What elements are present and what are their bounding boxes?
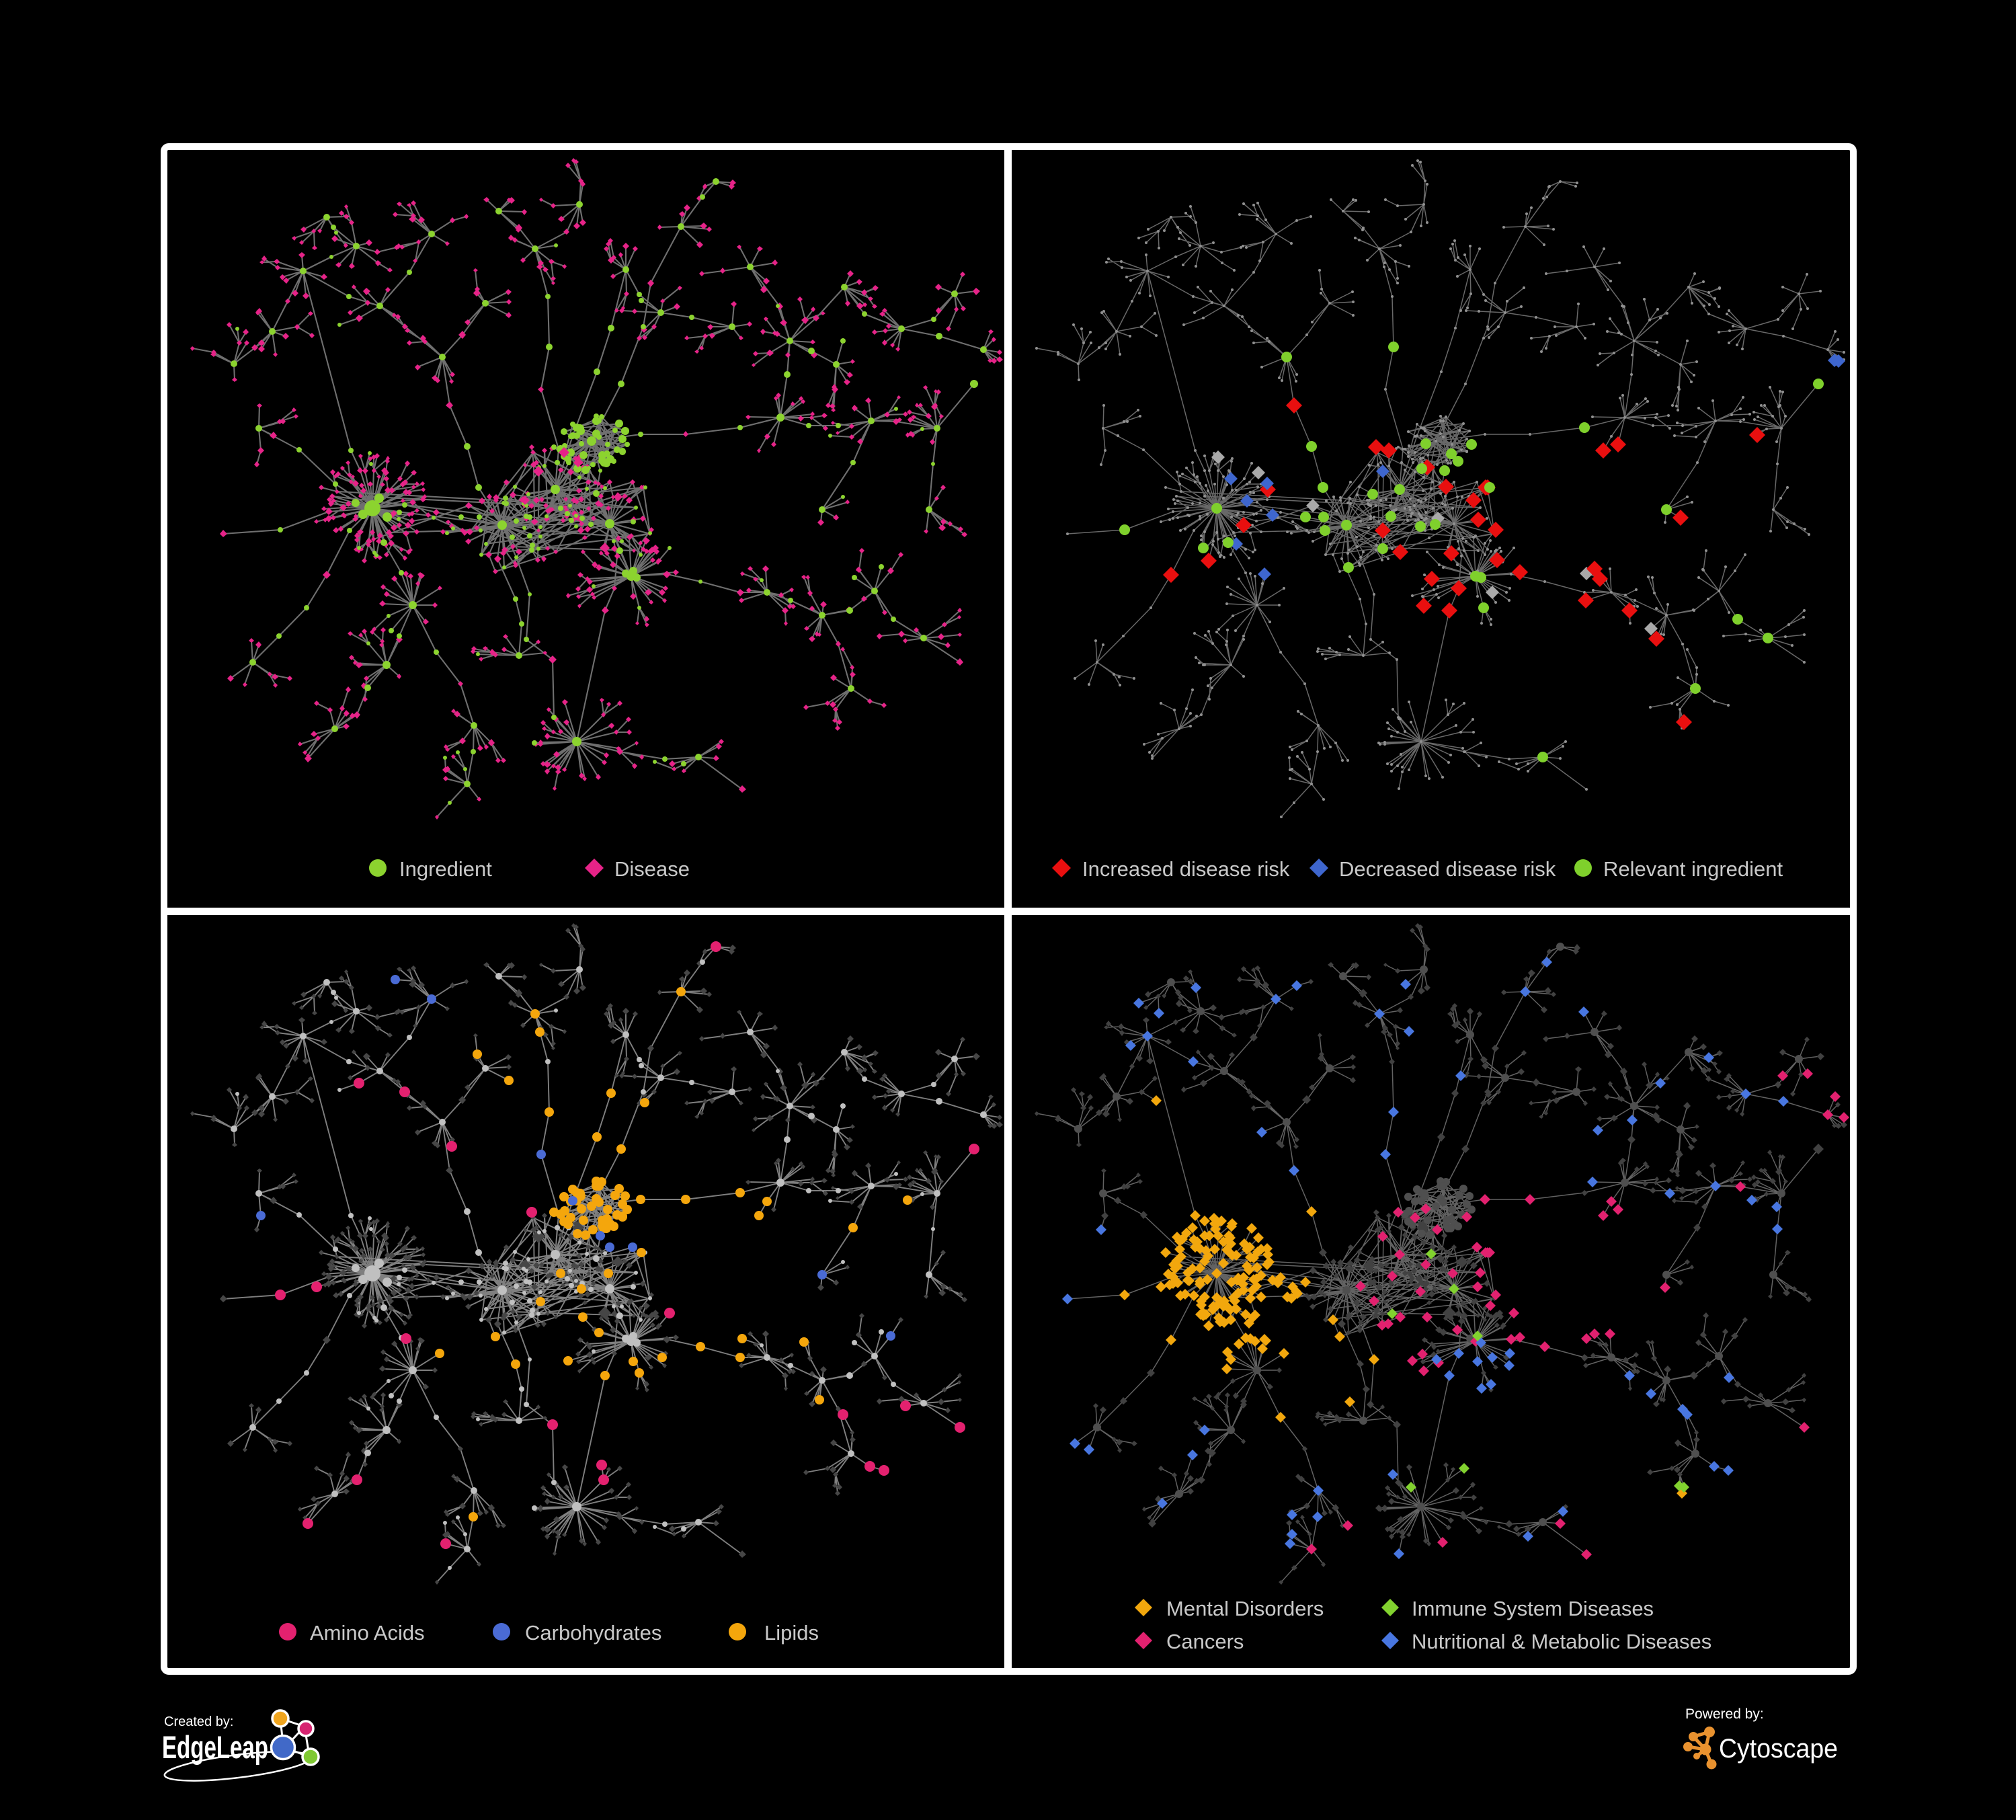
svg-text:Immune System Diseases: Immune System Diseases <box>1412 1597 1654 1620</box>
svg-text:Cytoscape: Cytoscape <box>1719 1734 1838 1764</box>
svg-text:Powered by:: Powered by: <box>1685 1706 1764 1722</box>
svg-text:Created by:: Created by: <box>164 1714 233 1729</box>
svg-text:Mental Disorders: Mental Disorders <box>1166 1597 1324 1620</box>
svg-text:Lipids: Lipids <box>764 1621 819 1645</box>
svg-text:Increased disease risk: Increased disease risk <box>1082 857 1290 881</box>
svg-text:Nutritional & Metabolic Diseas: Nutritional & Metabolic Diseases <box>1412 1630 1711 1653</box>
svg-text:Ingredient: Ingredient <box>399 857 492 881</box>
svg-text:Amino Acids: Amino Acids <box>310 1621 425 1645</box>
svg-text:Decreased disease risk: Decreased disease risk <box>1339 857 1556 881</box>
svg-text:EdgeLeap: EdgeLeap <box>162 1729 268 1765</box>
svg-text:Carbohydrates: Carbohydrates <box>525 1621 661 1645</box>
svg-text:Relevant ingredient: Relevant ingredient <box>1603 857 1783 881</box>
svg-text:Cancers: Cancers <box>1166 1630 1244 1653</box>
svg-text:Disease: Disease <box>614 857 690 881</box>
